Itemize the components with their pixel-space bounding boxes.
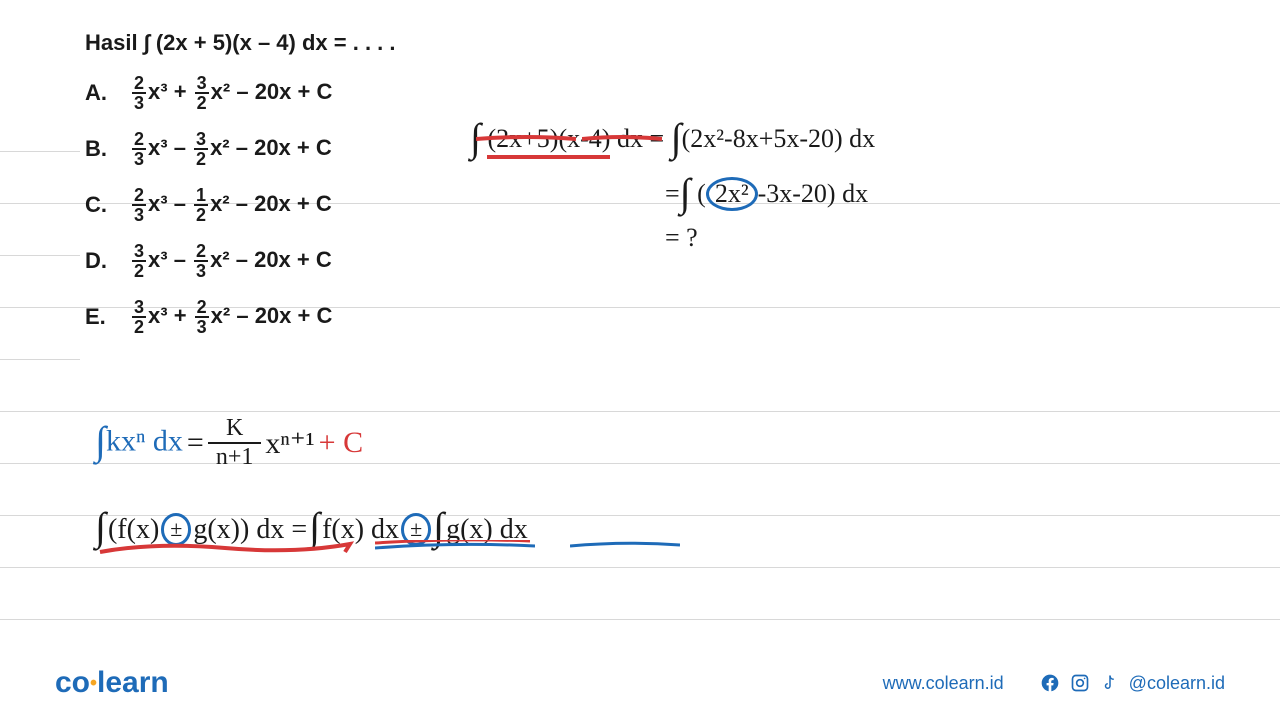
option-letter: D. <box>85 248 115 274</box>
colearn-logo: co•learn <box>55 666 169 700</box>
power-rule-formula: ∫kxⁿ dx = Kn+1 xⁿ⁺¹ + C <box>95 415 528 471</box>
facebook-icon <box>1039 672 1061 694</box>
red-underline-2 <box>582 135 662 143</box>
question-integral: ∫ (2x + 5)(x – 4) dx = . . . . <box>144 30 396 55</box>
option-letter: A. <box>85 80 115 106</box>
social-links: @colearn.id <box>1039 672 1225 694</box>
option-expression: 23x³ + 32x² – 20x + C <box>130 74 332 112</box>
option-expression: 32x³ – 23x² – 20x + C <box>130 242 332 280</box>
option-letter: B. <box>85 136 115 162</box>
main-content: Hasil ∫ (2x + 5)(x – 4) dx = . . . . A. … <box>85 30 1220 336</box>
option-d: D. 32x³ – 23x² – 20x + C <box>85 242 1220 280</box>
red-squiggle-left <box>95 540 355 558</box>
instagram-icon <box>1069 672 1091 694</box>
question-text: Hasil ∫ (2x + 5)(x – 4) dx = . . . . <box>85 30 1220 56</box>
website-url: www.colearn.id <box>883 673 1004 694</box>
footer: co•learn www.colearn.id @colearn.id <box>0 666 1280 700</box>
circled-term: 2x² <box>706 177 758 211</box>
formula-section: ∫kxⁿ dx = Kn+1 xⁿ⁺¹ + C ∫(f(x)±g(x)) dx … <box>95 415 528 553</box>
constant-c: + C <box>319 426 363 460</box>
option-e: E. 32x³ + 23x² – 20x + C <box>85 298 1220 336</box>
option-expression: 23x³ – 12x² – 20x + C <box>130 186 332 224</box>
tiktok-icon <box>1099 672 1121 694</box>
expand-right: (2x²-8x+5x-20) dx <box>682 124 876 153</box>
option-letter: C. <box>85 192 115 218</box>
question-prefix: Hasil <box>85 30 144 55</box>
option-c: C. 23x³ – 12x² – 20x + C <box>85 186 1220 224</box>
option-expression: 32x³ + 23x² – 20x + C <box>130 298 332 336</box>
option-expression: 23x³ – 32x² – 20x + C <box>130 130 332 168</box>
work-line-3: = ? <box>665 215 698 262</box>
social-handle: @colearn.id <box>1129 673 1225 694</box>
footer-right: www.colearn.id @colearn.id <box>883 672 1225 694</box>
option-letter: E. <box>85 304 115 330</box>
blue-underline-gx <box>570 540 680 552</box>
formula-left: kxⁿ dx <box>106 424 183 457</box>
red-underline-1 <box>476 135 576 143</box>
blue-underline-fx <box>375 540 535 555</box>
